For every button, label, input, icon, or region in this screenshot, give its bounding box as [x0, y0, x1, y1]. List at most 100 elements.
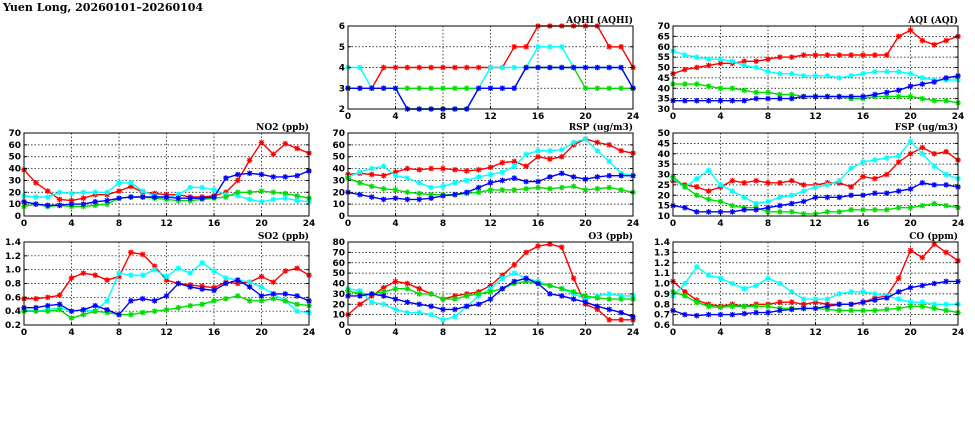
- data-point: [452, 313, 458, 320]
- x-tick-label: 20: [255, 219, 268, 229]
- data-point: [800, 93, 807, 100]
- y-tick-label: 50: [657, 129, 670, 139]
- data-point: [187, 195, 194, 202]
- data-point: [812, 194, 819, 201]
- data-point: [416, 309, 423, 316]
- data-point: [416, 301, 423, 308]
- x-tick-label: 12: [484, 328, 497, 338]
- data-point: [380, 163, 387, 169]
- data-point: [104, 297, 110, 304]
- data-point: [33, 194, 39, 200]
- x-tick-label: 8: [765, 219, 771, 229]
- data-point: [836, 93, 843, 100]
- data-point: [56, 202, 63, 209]
- data-point: [931, 79, 938, 85]
- data-point: [270, 196, 277, 203]
- data-point: [919, 202, 926, 209]
- data-point: [618, 296, 624, 302]
- data-point: [618, 85, 624, 92]
- data-point: [282, 268, 289, 274]
- data-point: [56, 196, 63, 203]
- data-point: [606, 85, 613, 92]
- data-point: [765, 56, 771, 62]
- data-point: [594, 147, 601, 154]
- data-point: [848, 206, 854, 213]
- data-point: [392, 285, 399, 292]
- data-point: [618, 317, 624, 323]
- data-point: [907, 247, 914, 254]
- data-point: [919, 95, 926, 102]
- data-point: [80, 311, 87, 318]
- data-point: [44, 308, 51, 314]
- data-point: [860, 52, 866, 58]
- data-point: [523, 185, 529, 192]
- data-point: [606, 291, 613, 297]
- y-tick-label: 6: [339, 22, 345, 32]
- y-tick-label: 0.6: [5, 293, 21, 303]
- data-point: [270, 151, 277, 158]
- data-point: [895, 93, 902, 100]
- data-point: [535, 280, 541, 287]
- data-point: [139, 309, 146, 316]
- data-point: [246, 279, 253, 285]
- data-point: [282, 297, 289, 304]
- chart-co-series-4: [670, 278, 961, 319]
- data-point: [33, 180, 39, 186]
- data-point: [452, 191, 458, 198]
- data-point: [175, 304, 182, 311]
- data-point: [294, 308, 300, 314]
- data-point: [258, 297, 265, 304]
- data-point: [535, 153, 541, 160]
- data-point: [151, 297, 158, 304]
- data-point: [693, 192, 700, 199]
- data-point: [499, 272, 506, 278]
- data-point: [883, 89, 890, 96]
- data-point: [705, 97, 712, 104]
- data-point: [606, 43, 613, 50]
- data-point: [753, 64, 759, 71]
- data-point: [270, 279, 277, 285]
- data-point: [487, 85, 494, 92]
- y-tick-label: 30: [657, 105, 670, 115]
- data-point: [452, 166, 458, 173]
- data-point: [705, 196, 712, 203]
- data-point: [582, 299, 589, 305]
- data-point: [919, 81, 926, 87]
- data-point: [800, 198, 807, 205]
- data-point: [836, 307, 843, 314]
- data-point: [211, 287, 217, 294]
- data-point: [848, 73, 854, 79]
- data-point: [234, 293, 241, 299]
- data-point: [223, 280, 229, 287]
- data-point: [428, 165, 434, 172]
- data-point: [872, 157, 878, 163]
- y-tick-label: 4: [339, 64, 345, 74]
- data-point: [357, 301, 363, 308]
- data-point: [907, 186, 914, 192]
- data-point: [33, 308, 39, 314]
- data-point: [357, 180, 363, 186]
- data-point: [175, 265, 182, 272]
- data-point: [741, 194, 748, 201]
- data-point: [741, 303, 748, 310]
- x-tick-label: 16: [532, 219, 545, 229]
- data-point: [682, 311, 688, 318]
- data-point: [570, 275, 577, 282]
- data-point: [440, 296, 446, 302]
- data-point: [246, 297, 253, 304]
- data-point: [729, 303, 736, 310]
- data-point: [883, 93, 890, 100]
- data-point: [618, 43, 624, 50]
- data-point: [187, 284, 194, 290]
- x-tick-label: 16: [208, 328, 221, 338]
- data-point: [907, 83, 914, 89]
- data-point: [68, 201, 75, 207]
- chart-rsp-series-2: [345, 136, 636, 191]
- data-point: [860, 307, 866, 314]
- data-point: [741, 180, 748, 186]
- x-tick-label: 0: [21, 328, 27, 338]
- data-point: [582, 187, 589, 193]
- data-point: [547, 174, 553, 180]
- data-point: [92, 272, 99, 278]
- data-point: [895, 296, 902, 302]
